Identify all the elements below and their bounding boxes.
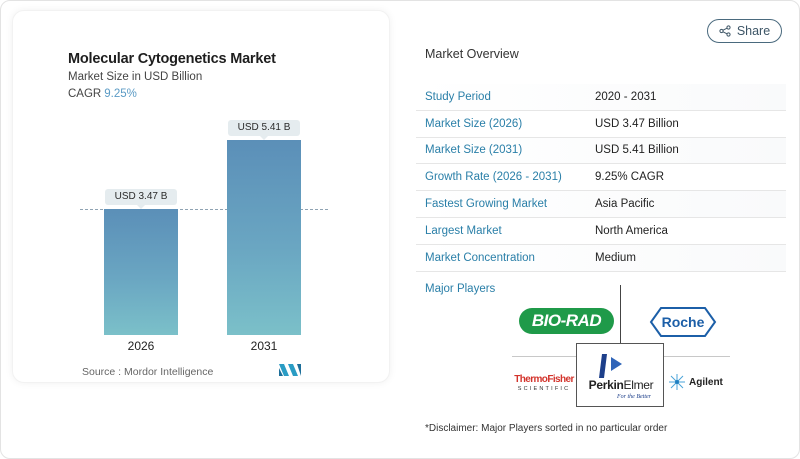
- chart-title: Molecular Cytogenetics Market: [68, 51, 276, 67]
- thermofisher-logo: ThermoFisher SCIENTIFIC: [512, 374, 576, 392]
- cagr-label: CAGR: [68, 88, 102, 100]
- perkinelmer-name: PerkinElmer: [588, 378, 654, 392]
- major-players-logos: BIO-RAD Roche ThermoFisher SCIENTIFIC Pe…: [512, 285, 730, 407]
- row-label: Market Size (2031): [425, 144, 523, 157]
- row-label: Market Size (2026): [425, 117, 523, 130]
- thermofisher-name: ThermoFisher: [514, 374, 574, 385]
- perkinelmer-tagline: For the Better: [617, 394, 651, 400]
- bar-2026: [104, 209, 178, 335]
- share-icon: [719, 25, 731, 37]
- mordor-intelligence-logo-icon: [279, 364, 301, 376]
- row-value: North America: [595, 224, 668, 237]
- perkinelmer-mark-icon: [599, 354, 622, 378]
- cagr-value: 9.25%: [104, 88, 137, 100]
- row-value: 9.25% CAGR: [595, 171, 665, 184]
- overview-row-fastest-growing: Fastest Growing Market Asia Pacific: [416, 191, 786, 218]
- row-label: Fastest Growing Market: [425, 198, 548, 211]
- overview-row-market-size-2031: Market Size (2031) USD 5.41 Billion: [416, 137, 786, 165]
- biorad-logo: BIO-RAD: [519, 308, 614, 334]
- source-text: Source : Mordor Intelligence: [82, 366, 214, 378]
- row-label: Market Concentration: [425, 251, 535, 264]
- row-value: USD 3.47 Billion: [595, 117, 679, 130]
- thermofisher-sub: SCIENTIFIC: [517, 386, 571, 392]
- row-label: Study Period: [425, 90, 491, 103]
- grid-divider-vertical: [620, 285, 621, 343]
- agilent-name: Agilent: [689, 376, 723, 388]
- row-value: Medium: [595, 251, 636, 264]
- row-label: Largest Market: [425, 224, 502, 237]
- reference-dashed-line: [80, 209, 328, 210]
- agilent-logo: Agilent: [668, 372, 730, 392]
- market-overview-table: Study Period 2020 - 2031 Market Size (20…: [416, 84, 786, 272]
- share-button[interactable]: Share: [707, 19, 782, 43]
- x-axis-tick-2026: 2026: [127, 339, 155, 353]
- overview-row-concentration: Market Concentration Medium: [416, 244, 786, 272]
- overview-row-market-size-2026: Market Size (2026) USD 3.47 Billion: [416, 111, 786, 138]
- roche-logo: Roche: [649, 306, 717, 338]
- row-value: 2020 - 2031: [595, 90, 657, 103]
- row-value: Asia Pacific: [595, 198, 655, 211]
- overview-row-study-period: Study Period 2020 - 2031: [416, 84, 786, 111]
- chart-cagr: CAGR 9.25%: [68, 88, 137, 100]
- agilent-spark-icon: [669, 374, 685, 390]
- chart-card: [12, 10, 390, 383]
- overview-row-growth-rate: Growth Rate (2026 - 2031) 9.25% CAGR: [416, 164, 786, 192]
- row-label: Growth Rate (2026 - 2031): [425, 171, 562, 184]
- overview-row-largest-market: Largest Market North America: [416, 218, 786, 245]
- share-label: Share: [736, 24, 771, 38]
- market-overview-title: Market Overview: [425, 47, 519, 61]
- major-players-label: Major Players: [425, 283, 496, 295]
- roche-text: Roche: [661, 314, 705, 330]
- roche-hexagon-icon: [649, 307, 717, 337]
- bar-value-label-2026: USD 3.47 B: [105, 189, 177, 209]
- bar-value-label-2031: USD 5.41 B: [228, 120, 300, 140]
- perkinelmer-logo: PerkinElmer For the Better: [576, 343, 664, 407]
- bar-2031: [227, 140, 301, 335]
- disclaimer-text: *Disclaimer: Major Players sorted in no …: [425, 423, 668, 434]
- row-value: USD 5.41 Billion: [595, 144, 679, 157]
- chart-subtitle: Market Size in USD Billion: [68, 71, 203, 83]
- x-axis-tick-2031: 2031: [250, 339, 278, 353]
- bar-chart: USD 3.47 B USD 5.41 B 2026 2031: [0, 0, 400, 400]
